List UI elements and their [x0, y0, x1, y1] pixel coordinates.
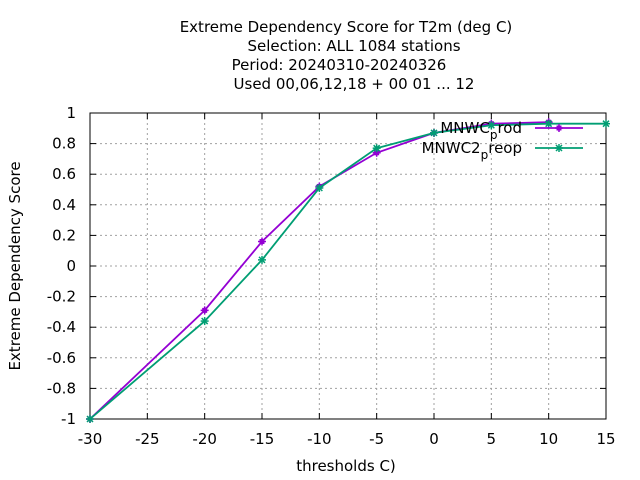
- data-point: [602, 119, 610, 128]
- y-tick-label: 0.6: [52, 165, 76, 183]
- data-point: [258, 255, 266, 264]
- y-tick-label: -0.2: [47, 288, 76, 306]
- x-tick-label: -30: [78, 430, 103, 448]
- series-layer: [86, 118, 610, 423]
- plot-frame: [89, 112, 607, 420]
- data-point: [555, 124, 563, 132]
- axis-ticks: -30 -25 -20 -15 -10 -5 0 5 10 15-1-0.8-0.6-0.4-0.…: [47, 104, 616, 448]
- title-line-2: Selection: ALL 1084 stations: [247, 37, 460, 55]
- title-line-3: Period: 20240310-20240326: [232, 56, 447, 74]
- y-tick-label: -0.6: [47, 349, 76, 367]
- x-tick-label: 10: [539, 430, 558, 448]
- legend-label: MNWCprod: [440, 119, 522, 142]
- y-tick-label: -0.8: [47, 379, 76, 397]
- x-axis-label: thresholds C): [296, 457, 396, 475]
- series-line: [89, 121, 549, 420]
- data-point: [430, 128, 438, 137]
- data-point: [315, 183, 324, 192]
- x-tick-label: -10: [307, 430, 332, 448]
- x-tick-label: -15: [250, 430, 275, 448]
- x-tick-label: -5: [369, 430, 384, 448]
- title-line-4: Used 00,06,12,18 + 00 01 ... 12: [234, 75, 475, 93]
- x-tick-label: 5: [487, 430, 497, 448]
- x-tick-label: 15: [596, 430, 615, 448]
- x-tick-label: -20: [192, 430, 217, 448]
- x-tick-label: -25: [135, 430, 160, 448]
- data-point: [372, 144, 381, 153]
- y-tick-label: 1: [66, 104, 76, 122]
- title-line-1: Extreme Dependency Score for T2m (deg C): [180, 18, 513, 36]
- x-tick-label: 0: [429, 430, 439, 448]
- y-tick-label: 0.2: [52, 226, 76, 244]
- data-point: [555, 144, 563, 152]
- y-tick-label: 0.4: [52, 196, 76, 214]
- legend-entry-1: MNWCprod: [440, 119, 583, 142]
- legend-label: MNWC2preop: [422, 139, 522, 162]
- data-point: [200, 306, 209, 315]
- y-tick-label: 0: [66, 257, 76, 275]
- data-point: [86, 415, 94, 423]
- y-tick-label: 0.8: [52, 135, 76, 153]
- y-axis-label: Extreme Dependency Score: [6, 161, 24, 370]
- data-point: [487, 121, 496, 130]
- chart-title: Extreme Dependency Score for T2m (deg C)…: [180, 18, 513, 93]
- y-tick-label: -0.4: [47, 318, 76, 336]
- series-2: [86, 119, 610, 423]
- legend-entry-2: MNWC2preop: [422, 139, 583, 162]
- data-point: [544, 119, 553, 128]
- data-point: [200, 317, 209, 326]
- series-line: [89, 122, 606, 420]
- y-tick-label: -1: [61, 410, 76, 428]
- data-point: [258, 237, 266, 246]
- grid: [90, 113, 606, 419]
